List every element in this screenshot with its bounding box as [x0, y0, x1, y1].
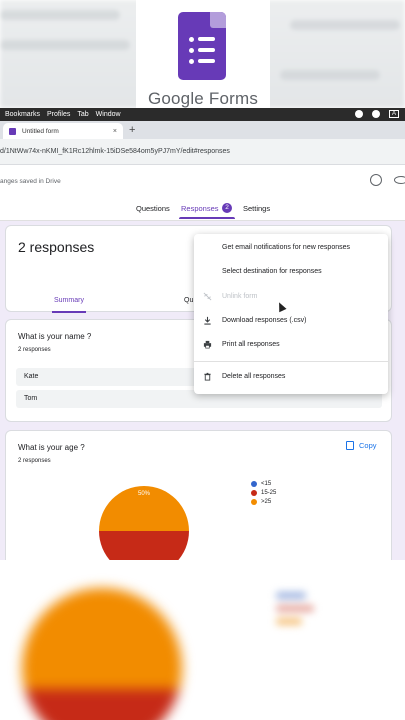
legend-swatch: [251, 499, 257, 505]
logo-text: Google Forms: [147, 89, 259, 108]
os-menu-bar: Bookmarks Profiles Tab Window A: [0, 108, 405, 121]
question-title: What is your age ?: [18, 443, 85, 452]
legend-label: 15-25: [261, 490, 277, 496]
blurred-pie: [22, 588, 182, 720]
menu-bookmarks[interactable]: Bookmarks: [5, 111, 41, 118]
legend-swatch: [251, 481, 257, 487]
form-tabs: Questions Responses 2 Settings: [0, 202, 405, 221]
browser-tab-title: Untitled form: [22, 127, 59, 135]
legend-item: >25: [251, 499, 276, 505]
input-source-icon[interactable]: A: [389, 110, 399, 118]
tab-questions[interactable]: Questions: [136, 204, 170, 213]
unlink-icon: [203, 292, 212, 301]
record-icon[interactable]: [355, 110, 363, 118]
legend-label: <15: [261, 481, 272, 487]
forms-favicon-icon: [9, 127, 16, 135]
responses-title: 2 responses: [18, 239, 95, 255]
pie-slice-label: 50%: [138, 491, 151, 497]
google-forms-logo: Google Forms: [136, 0, 270, 120]
browser-tab[interactable]: Untitled form ×: [3, 123, 123, 139]
forms-icon: [178, 12, 226, 80]
menu-item-select-destination[interactable]: Select destination for responses: [222, 268, 322, 275]
close-tab-icon[interactable]: ×: [112, 127, 117, 135]
menu-item-email-notifications[interactable]: Get email notifications for new response…: [222, 244, 351, 251]
preview-eye-icon[interactable]: [394, 176, 405, 184]
responses-more-menu: Get email notifications for new response…: [194, 234, 388, 394]
print-icon: [203, 340, 212, 349]
question-title: What is your name ?: [18, 332, 92, 341]
menu-profiles[interactable]: Profiles: [47, 111, 71, 118]
pie-slice->25: [99, 486, 189, 531]
blurred-legend: [276, 592, 318, 632]
copy-icon: [346, 441, 354, 450]
answer-row: Tom: [16, 390, 382, 408]
tab-responses[interactable]: Responses: [179, 204, 234, 219]
responses-count-badge: 2: [222, 203, 232, 213]
menu-item-unlink-form: Unlink form: [222, 293, 258, 300]
legend-item: 15-25: [251, 490, 276, 496]
menu-item-delete-all[interactable]: Delete all responses: [222, 373, 286, 380]
legend-label: >25: [261, 499, 272, 505]
copy-chart-button[interactable]: Copy: [346, 441, 377, 450]
new-tab-button[interactable]: +: [129, 124, 136, 136]
question-response-count: 2 responses: [18, 458, 51, 464]
copy-label: Copy: [359, 441, 377, 450]
chart-legend: <15 15-25 >25: [251, 481, 276, 508]
tab-settings[interactable]: Settings: [243, 204, 271, 213]
question-response-count: 2 responses: [18, 347, 51, 353]
download-icon: [204, 316, 211, 325]
menu-divider: [194, 361, 388, 362]
palette-icon[interactable]: [370, 174, 382, 186]
address-bar[interactable]: d/1NtWw74x-nKMI_fK1Rc12hlmk-15iDSe584om5…: [0, 139, 405, 165]
wifi-icon[interactable]: [372, 110, 380, 118]
menu-item-print-all[interactable]: Print all responses: [222, 341, 280, 348]
forms-header: anges saved in Drive Questions Responses…: [0, 165, 405, 221]
tab-question[interactable]: Qu: [184, 297, 194, 304]
tab-summary[interactable]: Summary: [52, 297, 86, 313]
menu-item-download-csv[interactable]: Download responses (.csv): [222, 317, 307, 324]
menu-window[interactable]: Window: [95, 111, 121, 118]
question-card-age: What is your age ? 2 responses Copy 50% …: [5, 430, 392, 576]
menu-tab[interactable]: Tab: [77, 111, 89, 118]
trash-icon: [204, 372, 211, 381]
legend-swatch: [251, 490, 257, 496]
legend-item: <15: [251, 481, 276, 487]
browser-tab-bar: Untitled form × +: [0, 121, 405, 139]
blurred-zoom-overlay: [0, 560, 405, 720]
url-text[interactable]: d/1NtWw74x-nKMI_fK1Rc12hlmk-15iDSe584om5…: [0, 148, 230, 155]
save-status: anges saved in Drive: [0, 178, 61, 185]
